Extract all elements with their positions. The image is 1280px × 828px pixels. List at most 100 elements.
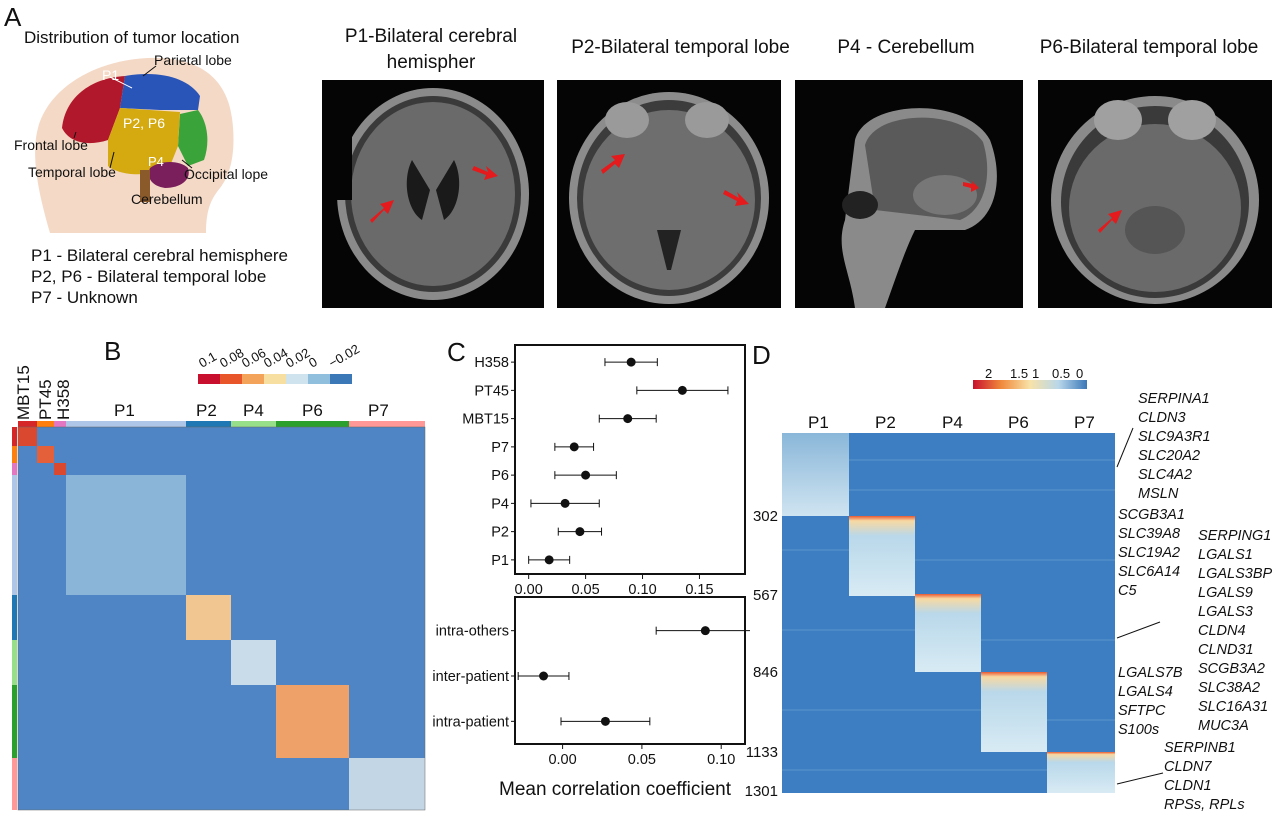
expr-row-tick: 1301 <box>745 783 778 800</box>
colorbar-tick: −0.02 <box>326 341 362 370</box>
brain-label-parietal: Parietal lobe <box>154 52 232 68</box>
gene-label: SLC20A2 <box>1138 448 1200 464</box>
mean-point <box>544 555 554 565</box>
mean-point <box>560 498 570 508</box>
mean-point <box>677 385 687 395</box>
occipital-lobe <box>178 110 208 166</box>
gene-label: SERPINB1 <box>1164 740 1236 756</box>
mean-point <box>569 442 579 452</box>
category-label: H358 <box>474 355 509 371</box>
category-label: P6 <box>491 468 509 484</box>
dot-plot-bottom-frame <box>514 596 746 745</box>
category-label: P4 <box>491 496 509 512</box>
tumor-arrow <box>1098 210 1122 233</box>
expr-col-label: P6 <box>1008 413 1029 432</box>
gene-label: SFTPC <box>1118 703 1166 719</box>
expr-colorbar-tick: 1 <box>1032 366 1039 381</box>
gene-label: LGALS3BP <box>1198 566 1272 582</box>
mri-title-p2: P2-Bilateral temporal lobe <box>571 37 790 58</box>
x-tick-label: 0.05 <box>571 582 599 598</box>
expr-row-tick: 302 <box>753 508 778 525</box>
mri-image-p6 <box>1038 80 1272 308</box>
x-axis-title: Mean correlation coefficient <box>499 779 732 800</box>
gene-label: SLC16A31 <box>1198 699 1268 715</box>
panel-c-letter: C <box>447 337 466 367</box>
x-tick-label: 0.00 <box>548 752 576 768</box>
expression-colorbar <box>973 380 1087 389</box>
category-label: intra-patient <box>432 714 509 730</box>
gene-label: SLC9A3R1 <box>1138 429 1211 445</box>
category-label: P1 <box>491 553 509 569</box>
brain-diagram: P1 P2, P6 P4 Parietal lobe Frontal lobe … <box>14 52 268 234</box>
mri-title-p4: P4 - Cerebellum <box>837 37 975 58</box>
panel-b-letter: B <box>104 336 122 366</box>
x-tick-label: 0.10 <box>628 582 656 598</box>
cerebellum-shape <box>148 162 189 188</box>
colorbar-tick: 0 <box>306 354 320 371</box>
category-label: intra-others <box>436 624 509 640</box>
mean-point <box>575 527 585 537</box>
gene-label: MSLN <box>1138 486 1179 502</box>
legend-line: P2, P6 - Bilateral temporal lobe <box>31 267 267 286</box>
tumor-arrow <box>601 154 625 174</box>
gene-label: SLC6A14 <box>1118 564 1180 580</box>
brain-label-p2p6: P2, P6 <box>123 115 165 131</box>
gene-label: SERPING1 <box>1198 528 1271 544</box>
expr-col-label: P2 <box>875 413 896 432</box>
brain-label-p1: P1 <box>102 67 119 83</box>
expr-colorbar-tick: 0.5 <box>1052 366 1070 381</box>
expr-colorbar-tick: 0 <box>1076 366 1083 381</box>
tumor-arrow <box>963 180 979 192</box>
mri-title-p6: P6-Bilateral temporal lobe <box>1039 37 1259 58</box>
mri-title-p1-line1: P1-Bilateral cerebral <box>344 26 518 47</box>
gene-label: CLDN4 <box>1198 623 1246 639</box>
tumor-arrow <box>370 200 394 223</box>
dot-plot-top-frame <box>514 344 746 575</box>
gene-label: RPSs, RPLs <box>1164 797 1245 813</box>
mri-title-p1: P1-Bilateral cerebral hemispher <box>322 24 540 76</box>
mean-point <box>626 357 636 367</box>
gene-label: C5 <box>1118 583 1137 599</box>
x-tick-label: 0.15 <box>685 582 713 598</box>
category-label: P7 <box>491 440 509 456</box>
gene-label: LGALS7B <box>1118 665 1183 681</box>
heatmap-col-label: P2 <box>196 401 217 420</box>
colorbar-tick: 0.1 <box>196 349 219 371</box>
category-label: MBT15 <box>462 412 509 428</box>
gene-label: SERPINA1 <box>1138 391 1210 407</box>
tumor-arrow <box>723 190 749 206</box>
gene-label: SLC4A2 <box>1138 467 1192 483</box>
frontal-lobe <box>62 76 125 144</box>
gene-label: SCGB3A1 <box>1118 507 1185 523</box>
mean-point <box>600 716 610 726</box>
tumor-arrow <box>472 166 498 180</box>
mri-image-p2 <box>557 80 781 308</box>
heatmap-col-label: P1 <box>114 401 135 420</box>
correlation-heatmap: 0.1 0.08 0.06 0.04 0.02 0 −0.02 P1 P2 P4… <box>12 341 426 811</box>
legend-line: P1 - Bilateral cerebral hemisphere <box>31 246 289 265</box>
gene-label: SLC38A2 <box>1198 680 1260 696</box>
gene-label: MUC3A <box>1198 718 1249 734</box>
expr-col-label: P4 <box>942 413 963 432</box>
gene-label: CLND31 <box>1198 642 1254 658</box>
expr-colorbar-tick: 2 <box>985 366 992 381</box>
gene-label: SCGB3A2 <box>1198 661 1265 677</box>
x-tick-label: 0.10 <box>707 752 735 768</box>
temporal-lobe <box>108 108 180 175</box>
brainstem <box>140 170 150 202</box>
gene-label: SLC19A2 <box>1118 545 1180 561</box>
expr-col-label: P1 <box>808 413 829 432</box>
mean-point <box>623 414 633 424</box>
brain-figure-title: Distribution of tumor location <box>24 28 240 47</box>
brain-label-temporal: Temporal lobe <box>28 164 116 180</box>
heatmap-col-label: P4 <box>243 401 264 420</box>
gene-label: S100s <box>1118 722 1159 738</box>
gene-label: LGALS1 <box>1198 547 1253 563</box>
heatmap-col-label: P7 <box>368 401 389 420</box>
gene-label: SLC39A8 <box>1118 526 1180 542</box>
patient-location-legend: P1 - Bilateral cerebral hemisphere P2, P… <box>31 245 288 308</box>
heatmap-col-label: P6 <box>302 401 323 420</box>
heatmap-colorbar <box>198 374 352 384</box>
mri-title-p1-line2: hemispher <box>386 52 476 73</box>
